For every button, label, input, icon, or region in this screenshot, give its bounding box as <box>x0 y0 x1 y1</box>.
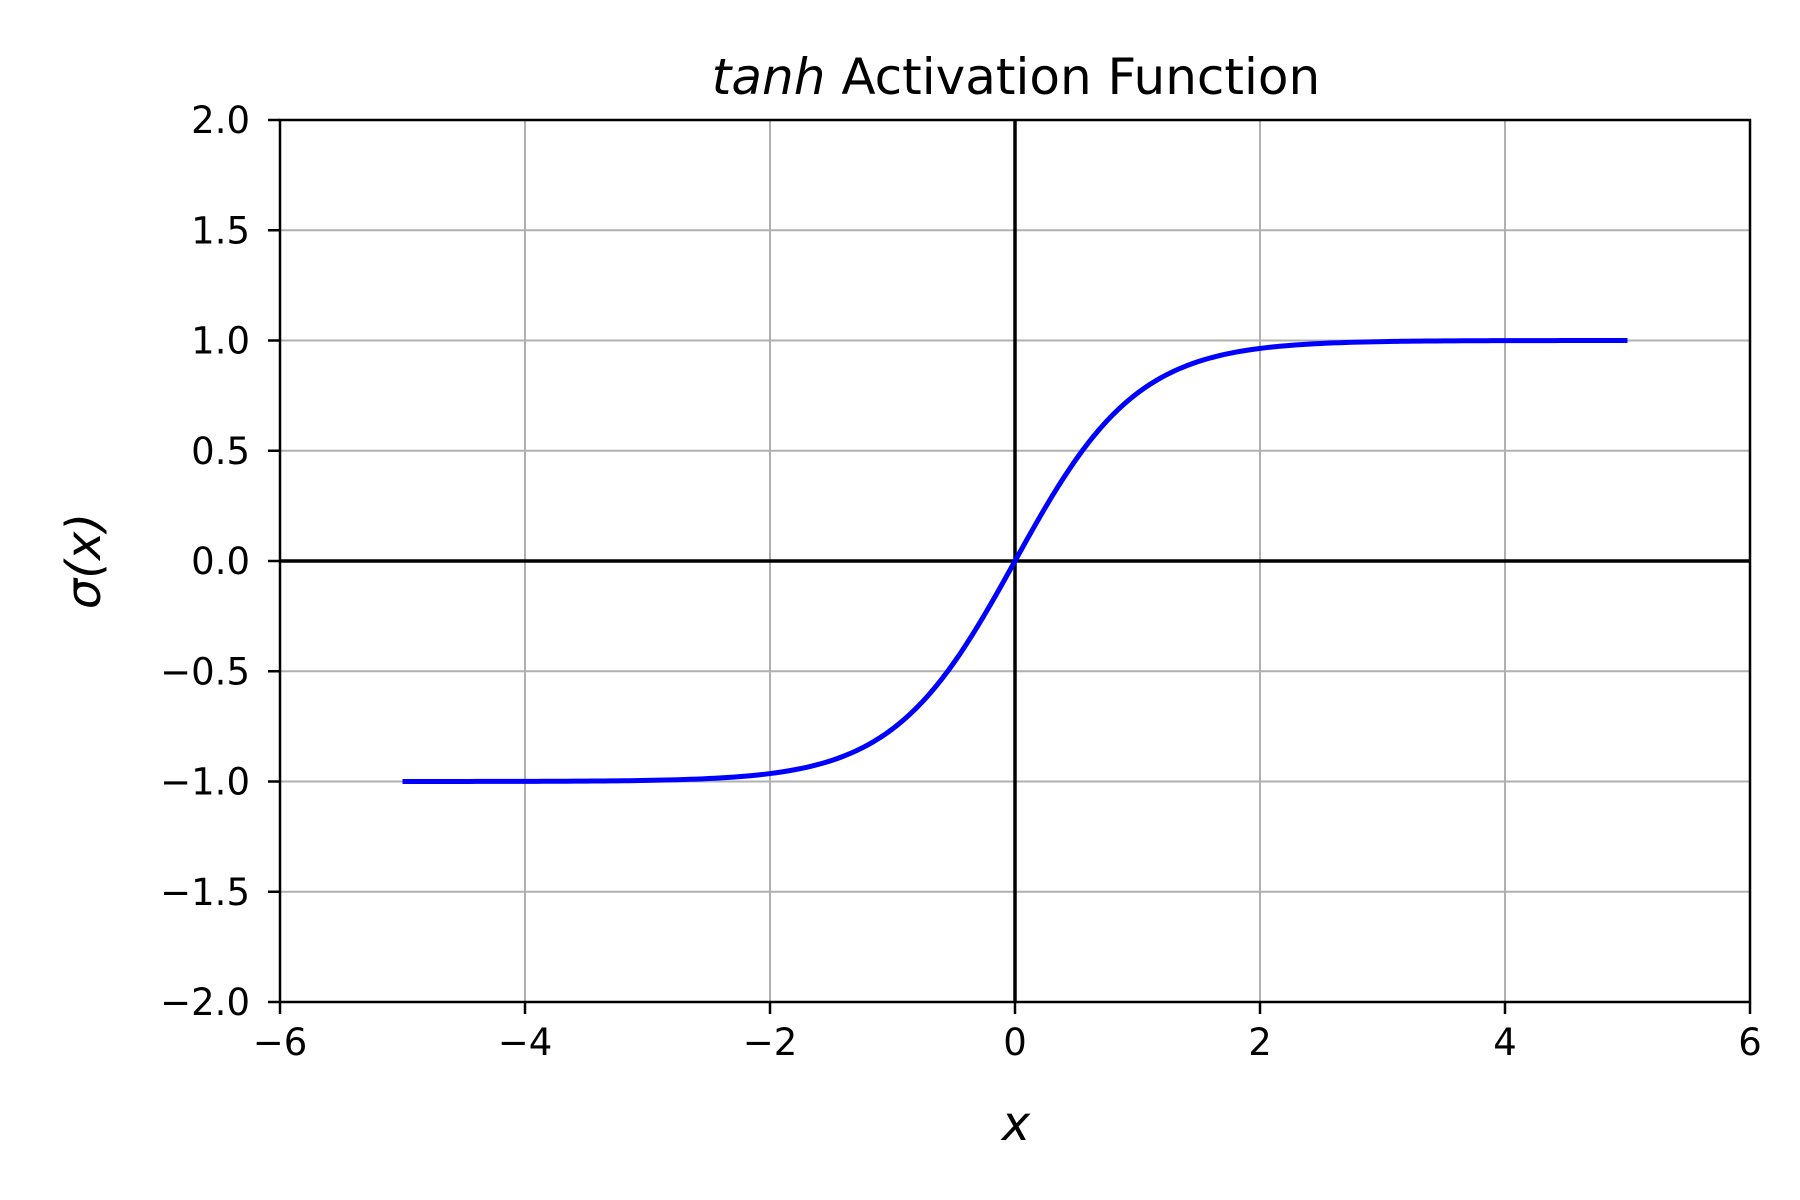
series-layer <box>402 338 1628 784</box>
y-tick-label: 0.0 <box>191 540 250 583</box>
x-axis-label: x <box>1000 1096 1031 1152</box>
x-tick-label: −6 <box>253 1021 308 1064</box>
chart-title-rest: Activation Function <box>825 48 1320 106</box>
x-tick-label: 0 <box>1003 1021 1027 1064</box>
y-tick-label: −2.0 <box>160 981 250 1024</box>
chart-title-italic: tanh <box>712 48 826 106</box>
tanh-curve <box>402 338 1628 784</box>
y-tick-label: 0.5 <box>191 430 250 473</box>
x-tick-label: 2 <box>1248 1021 1272 1064</box>
y-tick-label: −0.5 <box>160 650 250 693</box>
chart-title: tanh Activation Function <box>712 48 1320 106</box>
x-tick-label: −2 <box>743 1021 798 1064</box>
y-tick-label: 1.0 <box>191 320 250 363</box>
x-tick-label: 6 <box>1738 1021 1762 1064</box>
y-tick-label: −1.0 <box>160 761 250 804</box>
y-tick-label: 2.0 <box>191 99 250 142</box>
y-axis-label: σ(x) <box>56 513 112 609</box>
x-tick-label: 4 <box>1493 1021 1517 1064</box>
y-tick-label: 1.5 <box>191 209 250 252</box>
y-tick-label: −1.5 <box>160 871 250 914</box>
ticks: −6 −4 −2 0 2 4 6 −2.0 −1.5 −1.0 −0.5 0.0 0.5 1.0 1.5 2.… <box>160 99 1762 1064</box>
x-tick-label: −4 <box>498 1021 553 1064</box>
